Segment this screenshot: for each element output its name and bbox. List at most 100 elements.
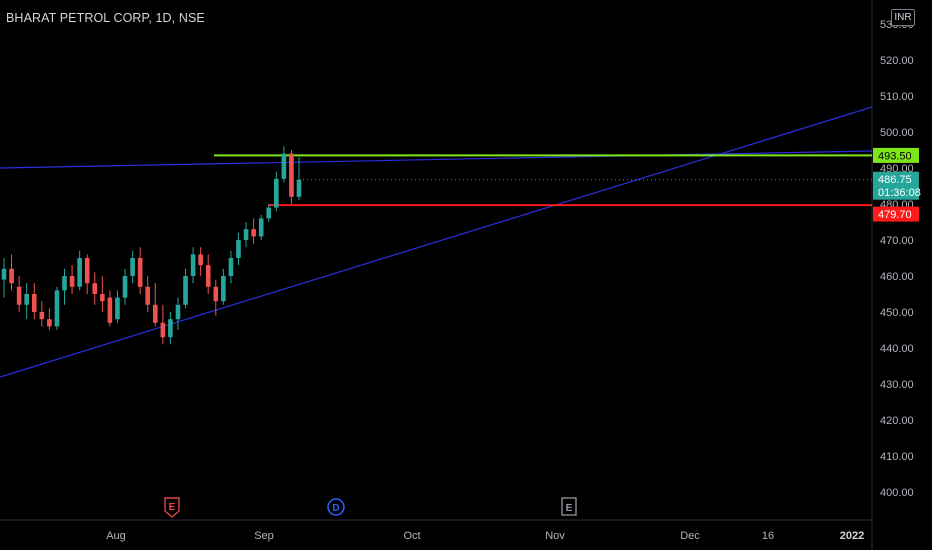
candle [84, 254, 90, 294]
candle-body [289, 153, 294, 197]
candle-body [296, 179, 302, 197]
candle-body [160, 322, 166, 338]
candles-layer [1, 146, 302, 345]
candle [168, 312, 173, 345]
price-tick-label: 500.00 [880, 127, 914, 139]
drawings-layer[interactable] [0, 106, 873, 378]
candle-body [236, 240, 241, 258]
candle-body [137, 258, 143, 287]
dividend-icon [327, 498, 345, 516]
price-tick-label: 420.00 [880, 415, 914, 427]
candle-body [62, 276, 67, 291]
time-tick-label: Dec [680, 530, 700, 542]
candle-body [69, 276, 75, 287]
candle [160, 304, 166, 345]
dividend-marker[interactable]: D [327, 498, 345, 516]
candle-body [183, 276, 188, 305]
candle [39, 301, 45, 327]
symbol-title[interactable]: BHARAT PETROL CORP, 1D, NSE [6, 11, 205, 25]
candle [145, 276, 151, 312]
candle [92, 272, 98, 305]
candle [31, 283, 37, 320]
candle-body [198, 254, 203, 266]
support-price-label-text: 479.70 [878, 209, 912, 221]
price-tick-label: 450.00 [880, 307, 914, 319]
candle-body [243, 229, 249, 240]
earnings-marker[interactable]: E [561, 497, 577, 516]
rising-trendline[interactable] [0, 106, 873, 378]
currency-badge[interactable]: INR [891, 9, 915, 26]
time-tick-label: 2022 [840, 530, 864, 542]
candle [289, 150, 294, 204]
candle [54, 286, 60, 330]
resistance-price-label[interactable]: 493.50 [873, 147, 919, 163]
candle [107, 290, 113, 327]
price-tick-label: 400.00 [880, 487, 914, 499]
price-tick-label: 430.00 [880, 379, 914, 391]
candle [24, 283, 29, 320]
candle-body [1, 268, 7, 280]
candle [137, 247, 143, 294]
candle [205, 254, 211, 294]
candle-body [274, 178, 279, 208]
candle [130, 250, 135, 284]
candle [183, 268, 188, 309]
candle-body [130, 258, 135, 276]
upper-trendline[interactable] [0, 150, 873, 169]
price-tick-label: 460.00 [880, 271, 914, 283]
candle [228, 250, 234, 284]
candle [122, 268, 128, 305]
candle-body [168, 319, 173, 338]
last-price-label-text: 01:36:08 [878, 187, 921, 199]
candle [100, 276, 105, 312]
candle-body [31, 294, 37, 312]
candle-body [205, 265, 211, 287]
time-tick-label: Sep [254, 530, 274, 542]
candle [69, 265, 75, 294]
support-price-label[interactable]: 479.70 [873, 206, 919, 222]
candle-body [77, 258, 82, 287]
candle [266, 204, 272, 222]
candle-body [221, 276, 226, 302]
candle [152, 283, 158, 327]
candle [77, 250, 82, 291]
earnings-marker[interactable]: E [164, 497, 180, 518]
candle [115, 290, 120, 323]
candle [213, 279, 219, 316]
candle-body [9, 268, 14, 284]
candle-body [84, 258, 90, 284]
candle-body [228, 258, 234, 276]
candle [274, 171, 279, 212]
time-axis[interactable]: Aug Sep Oct Nov Dec 16 2022 [0, 519, 872, 542]
time-tick-label: Aug [106, 530, 126, 542]
candle [47, 308, 52, 330]
price-tick-label: 440.00 [880, 343, 914, 355]
candle-body [24, 294, 29, 305]
candle [62, 268, 67, 305]
candle-body [115, 297, 120, 320]
price-axis[interactable]: 400.00 410.00 420.00 430.00 440.00 450.00 460.… [871, 0, 914, 550]
candle [236, 232, 241, 266]
candle [198, 247, 203, 276]
candle-body [92, 283, 98, 294]
candle [281, 146, 287, 183]
candle [1, 258, 7, 298]
candle-body [213, 286, 219, 302]
candle-body [281, 153, 287, 179]
candle-body [54, 290, 60, 327]
candle-body [152, 304, 158, 323]
price-tick-label: 410.00 [880, 451, 914, 463]
candle-body [47, 319, 52, 327]
candle-body [145, 286, 151, 305]
candle-body [266, 207, 272, 219]
candle [296, 157, 302, 201]
candle-body [175, 304, 181, 320]
earnings-icon [164, 497, 180, 518]
time-tick-label: 16 [762, 530, 774, 542]
price-tick-label: 470.00 [880, 235, 914, 247]
candle-body [16, 286, 22, 305]
